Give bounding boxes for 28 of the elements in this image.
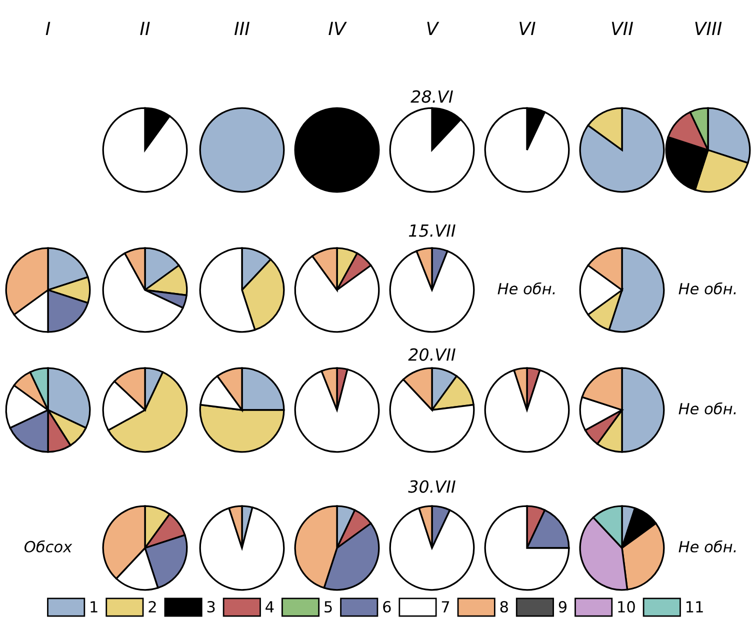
text: IV — [328, 22, 347, 35]
legend-label: 2 — [148, 601, 156, 612]
text: VI — [520, 22, 536, 35]
text: 15.VII — [408, 224, 456, 237]
legend-label: 5 — [324, 601, 332, 613]
text: V — [427, 22, 440, 35]
legend-label: 4 — [266, 601, 274, 612]
text: VII — [612, 22, 634, 35]
legend-label: 6 — [383, 601, 391, 613]
text: II — [140, 22, 150, 35]
legend-label: 7 — [442, 601, 450, 612]
legend-label: 11 — [686, 601, 703, 612]
text: Не обн. — [678, 282, 736, 294]
text: VIII — [695, 22, 722, 35]
text: Не обн. — [678, 402, 736, 414]
legend-label: 1 — [90, 601, 98, 612]
text: Обсох — [24, 540, 72, 552]
legend-label: 3 — [207, 601, 215, 613]
text: 20.VII — [408, 348, 456, 361]
text: III — [234, 22, 250, 35]
text: Не обн. — [678, 540, 736, 552]
text: Не обн. — [498, 282, 555, 294]
legend-label: 9 — [558, 601, 567, 613]
text: 30.VII — [408, 480, 456, 493]
legend-label: 10 — [618, 601, 635, 613]
text: I — [46, 22, 50, 35]
legend-label: 8 — [500, 601, 508, 613]
text: 28.VI — [410, 90, 453, 103]
